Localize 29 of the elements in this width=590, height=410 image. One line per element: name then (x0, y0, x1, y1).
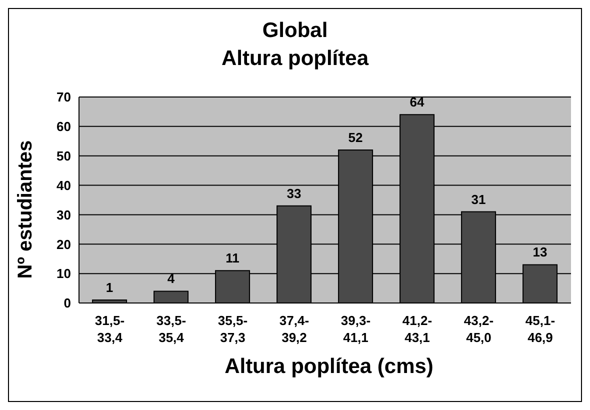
y-tick-label: 70 (56, 90, 71, 105)
data-label: 52 (348, 130, 363, 145)
data-label: 1 (106, 280, 114, 296)
x-axis-title: Altura poplítea (cms) (224, 355, 434, 379)
x-tick-label: 35,5-37,3 (218, 313, 248, 345)
data-label: 4 (167, 271, 176, 286)
bar (154, 290, 189, 303)
y-tick-label: 30 (56, 207, 71, 222)
y-tick-label: 40 (56, 178, 71, 193)
x-tick-label: 37,4-39,2 (279, 313, 310, 345)
x-tick-label: 39,3-41,1 (340, 313, 371, 345)
data-label: 31 (471, 192, 486, 207)
data-label: 33 (286, 186, 302, 201)
x-tick-label: 31,5-33,4 (94, 313, 125, 345)
data-label: 11 (226, 250, 240, 266)
x-tick-label: 41,2-43,1 (402, 313, 432, 345)
x-tick-label: 43,2-45,0 (464, 313, 494, 345)
x-tick-label: 45,1-46,9 (525, 313, 556, 345)
y-tick-label: 20 (56, 236, 71, 252)
data-label: 64 (410, 94, 426, 110)
y-tick-label: 60 (56, 119, 71, 134)
y-tick-label: 0 (64, 296, 71, 311)
x-tick-label: 33,5-35,4 (156, 313, 186, 345)
y-axis-title: Nº estudiantes (14, 140, 38, 278)
y-tick-label: 10 (56, 266, 71, 282)
chart-subtitle: Altura poplítea (220, 47, 370, 71)
data-label: 13 (532, 244, 548, 260)
chart-title: Global (261, 19, 329, 43)
y-tick-label: 50 (56, 148, 71, 164)
